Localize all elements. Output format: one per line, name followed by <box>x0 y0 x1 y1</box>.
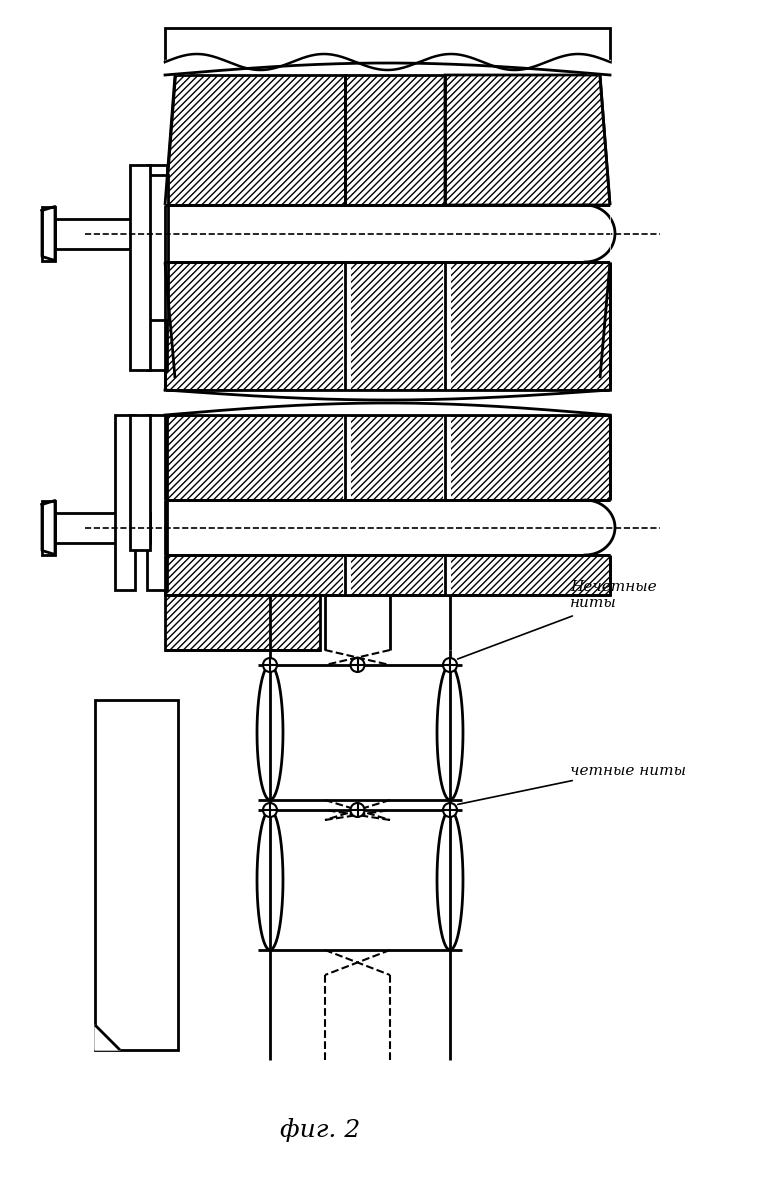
Bar <box>165 596 320 650</box>
Bar <box>165 28 610 62</box>
Bar <box>147 416 167 590</box>
Polygon shape <box>257 665 283 800</box>
Bar <box>95 700 178 1050</box>
Circle shape <box>443 658 457 673</box>
Bar <box>443 555 451 596</box>
Bar <box>42 206 55 260</box>
Bar <box>165 262 610 390</box>
Polygon shape <box>437 665 463 800</box>
Bar <box>443 416 451 500</box>
Bar <box>115 416 135 590</box>
Circle shape <box>350 803 364 817</box>
Bar <box>130 165 150 371</box>
Circle shape <box>263 803 277 817</box>
Bar <box>343 416 351 500</box>
Bar <box>148 175 168 320</box>
Text: фиг. 2: фиг. 2 <box>280 1118 360 1143</box>
Bar <box>42 501 55 554</box>
Polygon shape <box>345 75 445 205</box>
Bar <box>147 165 167 371</box>
Circle shape <box>263 658 277 673</box>
Bar <box>55 219 150 249</box>
Bar <box>130 416 150 551</box>
Bar <box>443 262 451 390</box>
Bar <box>343 262 351 390</box>
Bar <box>343 555 351 596</box>
Bar <box>55 513 150 542</box>
Bar <box>165 416 610 500</box>
Polygon shape <box>165 75 345 205</box>
Circle shape <box>443 803 457 817</box>
Text: Нечетные
ниты: Нечетные ниты <box>570 580 657 610</box>
Polygon shape <box>95 1025 120 1050</box>
Polygon shape <box>445 75 610 205</box>
Polygon shape <box>257 810 283 950</box>
Bar <box>165 555 610 596</box>
Circle shape <box>350 658 364 673</box>
Polygon shape <box>437 810 463 950</box>
Text: четные ниты: четные ниты <box>570 764 686 778</box>
